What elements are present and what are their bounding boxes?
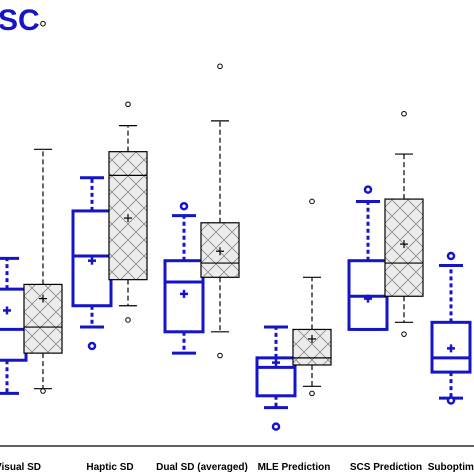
x-tick-label: Suboptimal (428, 462, 474, 473)
x-tick-label: Dual SD (averaged) (156, 462, 248, 473)
outlier-point (271, 422, 281, 431)
outlier-point (125, 101, 131, 108)
outlier-point (40, 20, 46, 27)
outlier-point (309, 390, 315, 397)
outlier-point (363, 185, 373, 194)
outlier-point (217, 63, 223, 70)
chart-title: SC (0, 4, 40, 37)
x-tick-label: Visual SD (0, 462, 41, 473)
outlier-point (179, 201, 189, 211)
box-solid (0, 287, 28, 362)
outlier-point (401, 110, 407, 117)
outlier-point (125, 317, 131, 323)
outlier-point (309, 198, 315, 205)
x-tick-label: Haptic SD (86, 462, 133, 473)
outlier-point (401, 331, 407, 337)
outlier-point (446, 251, 456, 261)
x-tick-label: SCS Prediction (350, 462, 422, 473)
outlier-point (87, 341, 97, 351)
outlier-point (446, 396, 456, 405)
box-hatched (292, 328, 332, 366)
x-tick-label: MLE Prediction (258, 462, 331, 473)
outlier-point (217, 352, 223, 359)
outlier-point (40, 388, 46, 394)
